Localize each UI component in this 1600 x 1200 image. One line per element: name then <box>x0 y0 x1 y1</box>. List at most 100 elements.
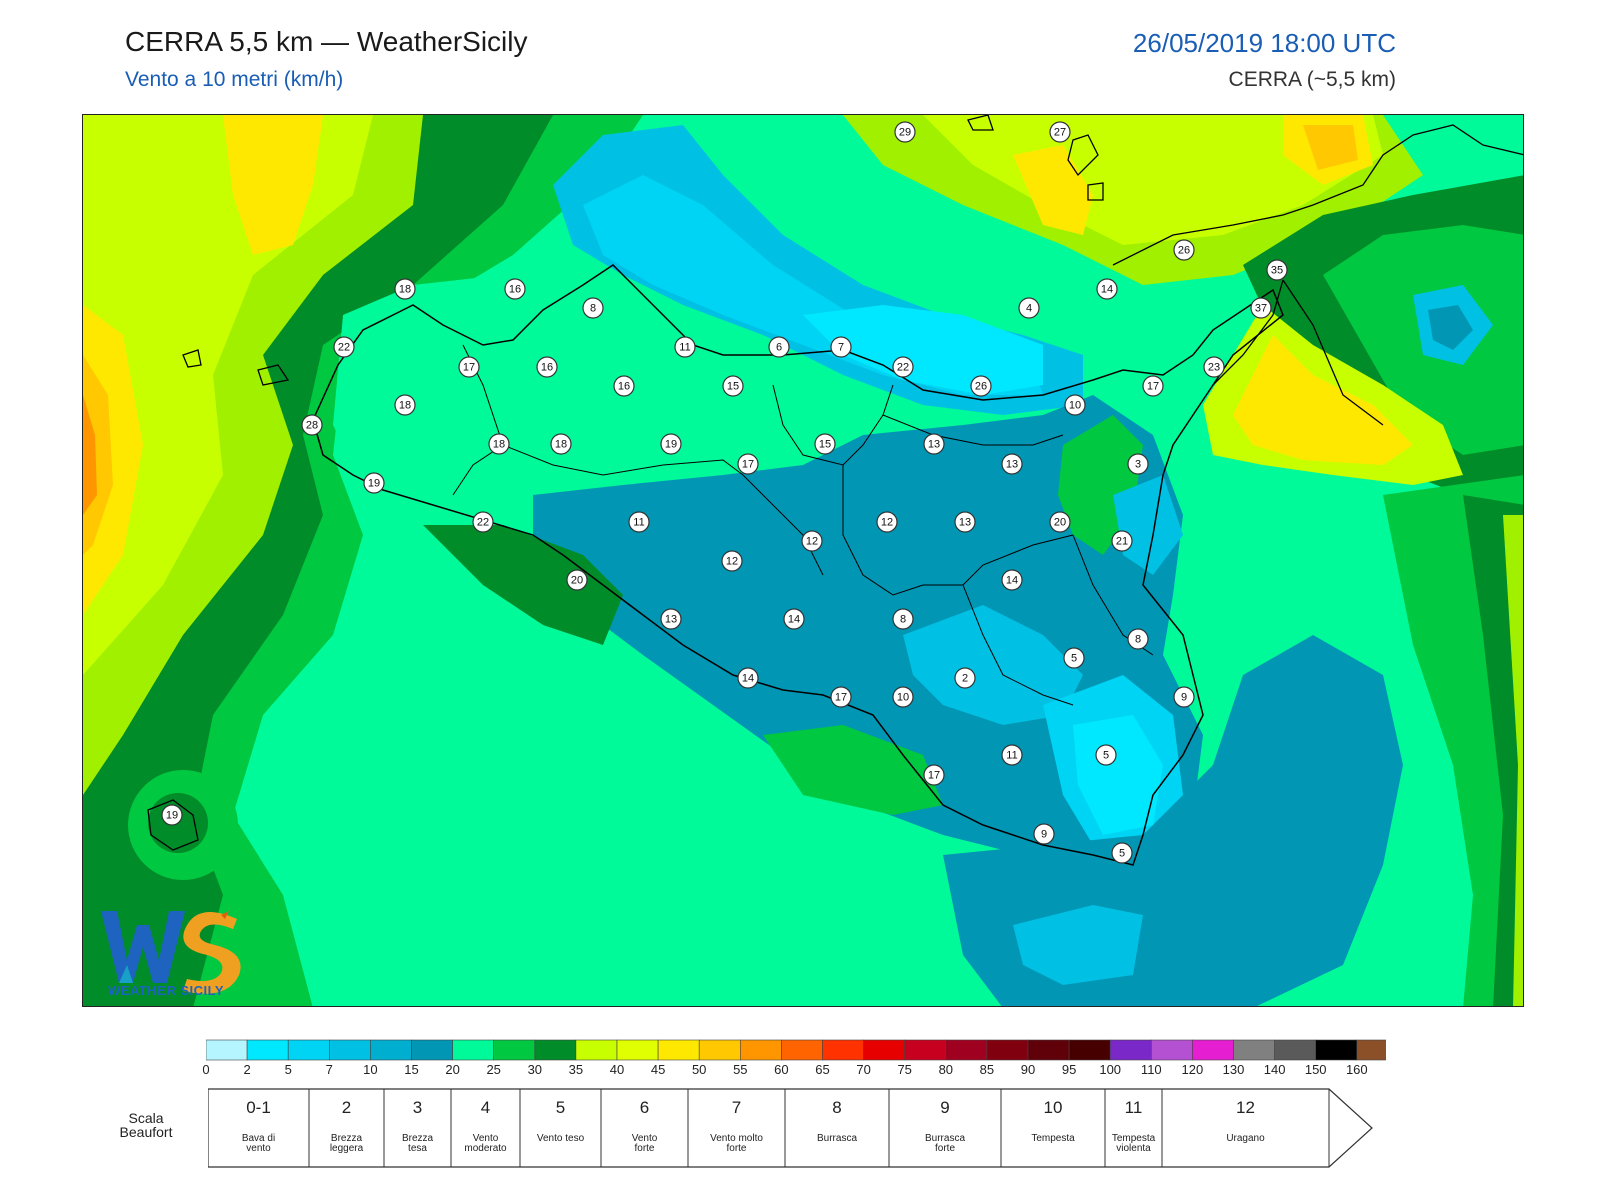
station-circle <box>566 569 588 591</box>
station-circle <box>536 356 558 378</box>
beaufort-description: Vento moderato <box>464 1133 507 1154</box>
beaufort-description: Bava di vento <box>241 1133 276 1154</box>
colorbar-cell <box>411 1039 453 1061</box>
station-circle <box>582 297 604 319</box>
wind-map: 29 27 26 35 37 18 16 8 22 11 6 7 4 14 17 16 16 15 22 26 17 23… <box>82 114 1524 1007</box>
station-value: 16 <box>509 284 521 296</box>
station-marker: 13 <box>1001 453 1023 475</box>
station-marker: 14 <box>1001 569 1023 591</box>
station-circle <box>768 336 790 358</box>
colorbar-cell <box>904 1039 947 1061</box>
station-marker: 17 <box>1142 375 1164 397</box>
station-value: 14 <box>742 673 754 685</box>
station-value: 20 <box>571 575 583 587</box>
colorbar-cell <box>698 1039 741 1061</box>
station-circle <box>830 336 852 358</box>
station-marker: 17 <box>737 453 759 475</box>
station-value: 13 <box>928 439 940 451</box>
station-circle <box>301 414 323 436</box>
station-value: 9 <box>1041 829 1047 841</box>
station-circle <box>1173 686 1195 708</box>
station-marker: 17 <box>923 764 945 786</box>
station-value: 7 <box>838 342 844 354</box>
colorbar-tick-label: 10 <box>363 1062 378 1077</box>
station-marker: 20 <box>566 569 588 591</box>
station-value: 17 <box>742 459 754 471</box>
map-subtitle: Vento a 10 metri (km/h) <box>125 68 344 91</box>
beaufort-number: 5 <box>555 1098 566 1117</box>
weathersicily-logo <box>101 911 241 994</box>
station-circle <box>923 764 945 786</box>
station-marker: 5 <box>1095 744 1117 766</box>
station-circle <box>1111 530 1133 552</box>
beaufort-description: Vento forte <box>631 1133 658 1154</box>
beaufort-number: 3 <box>412 1098 423 1117</box>
colorbar-cell <box>575 1039 618 1061</box>
station-value: 17 <box>1147 381 1159 393</box>
station-marker: 2 <box>954 667 976 689</box>
colorbar-tick-label: 90 <box>1020 1062 1036 1077</box>
station-marker: 9 <box>1033 823 1055 845</box>
station-marker: 13 <box>923 433 945 455</box>
station-value: 18 <box>555 439 567 451</box>
colorbar-tick-label: 100 <box>1099 1062 1122 1077</box>
station-value: 11 <box>679 342 690 354</box>
station-circle <box>363 472 385 494</box>
station-value: 37 <box>1255 303 1267 315</box>
beaufort-number: 2 <box>341 1098 352 1117</box>
colorbar-tick-label: 35 <box>568 1062 584 1077</box>
colorbar-tick-label: 40 <box>609 1062 625 1077</box>
beaufort-description: Uragano <box>1226 1133 1265 1144</box>
station-circle <box>737 667 759 689</box>
station-circle <box>1250 297 1272 319</box>
station-circle <box>1064 394 1086 416</box>
station-marker: 26 <box>1173 239 1195 261</box>
logo-text: WEATHER SICILY <box>108 983 225 998</box>
station-circle <box>1001 569 1023 591</box>
station-marker: 19 <box>161 804 183 826</box>
station-circle <box>458 356 480 378</box>
station-value: 22 <box>897 362 909 374</box>
colorbar-cell <box>863 1039 905 1061</box>
colorbar-tick-label: 140 <box>1263 1062 1286 1077</box>
station-marker: 18 <box>550 433 572 455</box>
station-circle <box>1049 511 1071 533</box>
station-marker: 20 <box>1049 511 1071 533</box>
station-marker: 19 <box>363 472 385 494</box>
station-value: 9 <box>1181 692 1187 704</box>
station-value: 4 <box>1026 303 1032 315</box>
beaufort-number: 12 <box>1236 1098 1255 1117</box>
station-value: 12 <box>806 536 818 548</box>
station-marker: 15 <box>722 375 744 397</box>
colorbar-cell <box>945 1039 988 1061</box>
colorbar-tick-label: 2 <box>243 1062 251 1077</box>
beaufort-number: 9 <box>940 1098 950 1117</box>
station-circle <box>1049 121 1071 143</box>
station-circle <box>783 608 805 630</box>
station-circle <box>660 608 682 630</box>
station-circle <box>394 394 416 416</box>
station-marker: 7 <box>830 336 852 358</box>
station-value: 13 <box>1006 459 1018 471</box>
station-marker: 19 <box>660 433 682 455</box>
station-marker: 15 <box>814 433 836 455</box>
colorbar-cell <box>370 1039 412 1061</box>
beaufort-number: 6 <box>639 1098 650 1117</box>
station-value: 29 <box>899 127 911 139</box>
colorbar-cell <box>329 1039 371 1061</box>
colorbar-cell <box>739 1039 782 1061</box>
colorbar-tick-label: 120 <box>1181 1062 1204 1077</box>
station-circle <box>161 804 183 826</box>
forecast-datetime: 26/05/2019 18:00 UTC <box>1132 28 1396 58</box>
station-circle <box>876 511 898 533</box>
beaufort-description: Burrasca <box>816 1133 858 1144</box>
station-circle <box>1063 647 1085 669</box>
colorbar-tick-label: 60 <box>774 1062 789 1077</box>
beaufort-title: Scala Beaufort <box>119 1110 173 1140</box>
station-value: 6 <box>776 342 782 354</box>
station-circle <box>954 511 976 533</box>
station-marker: 16 <box>536 356 558 378</box>
beaufort-description: Vento molto forte <box>710 1133 763 1154</box>
station-value: 10 <box>897 692 909 704</box>
